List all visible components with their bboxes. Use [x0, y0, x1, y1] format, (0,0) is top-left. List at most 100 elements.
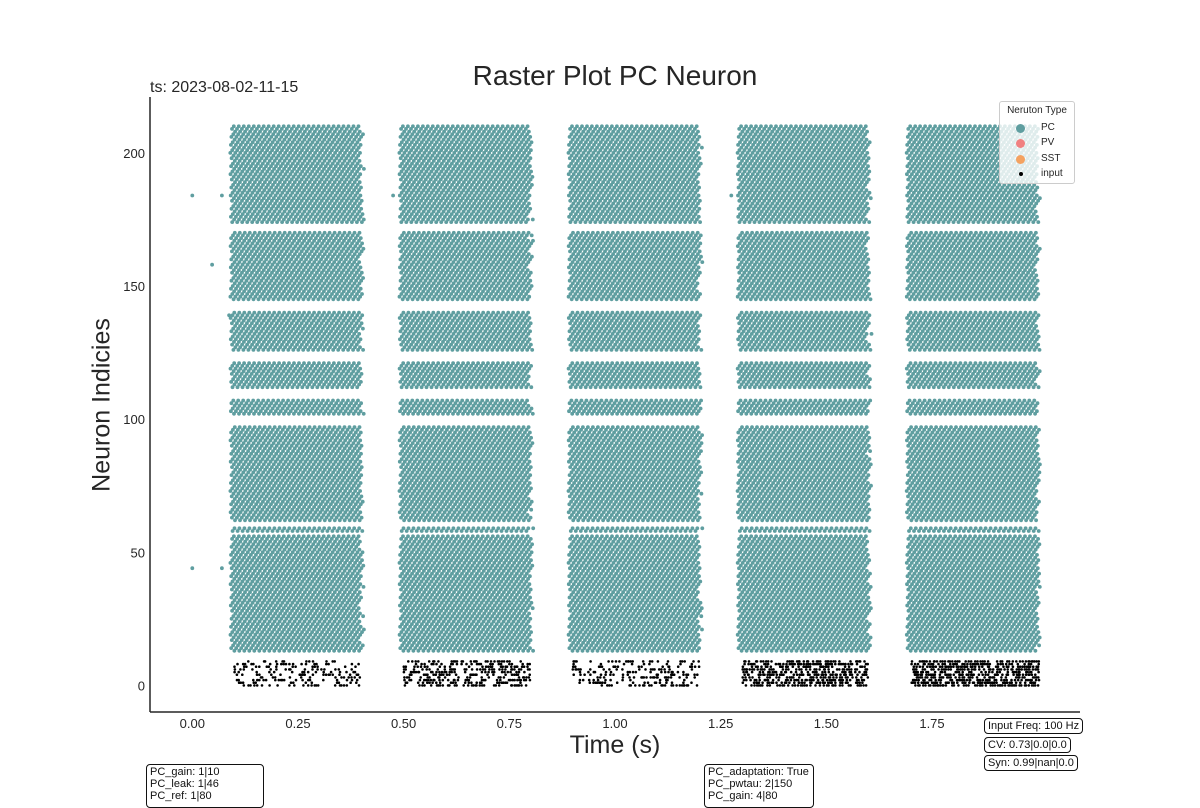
pc-spike [296, 124, 301, 129]
pc-spike [281, 593, 285, 597]
pc-spike [316, 398, 320, 403]
pc-spike [276, 585, 281, 589]
pc-spike [274, 624, 278, 629]
pc-spike [339, 646, 343, 650]
pc-spike [303, 590, 307, 595]
pc-spike [296, 534, 301, 539]
pc-spike [232, 230, 237, 235]
pc-spike [352, 590, 357, 595]
pc-spike [335, 643, 340, 648]
pc-spike [291, 124, 296, 129]
pc-spike [282, 361, 286, 366]
pc-spike [300, 630, 304, 634]
pc-spike [351, 614, 355, 619]
pc-spike [284, 646, 288, 650]
pc-spike [327, 310, 331, 315]
pc-spike [282, 648, 287, 653]
pc-spike [277, 640, 282, 645]
pc-spike [238, 632, 243, 637]
pc-spike [311, 606, 316, 611]
pc-spike [247, 526, 252, 531]
pc-spike [337, 640, 342, 645]
pc-spike [348, 611, 352, 616]
pc-spike [297, 230, 302, 235]
pc-spike [318, 603, 323, 608]
pc-spike [298, 582, 303, 587]
pc-spike [292, 640, 297, 645]
pc-spike [271, 635, 276, 640]
pc-spike [351, 534, 356, 539]
pc-spike [281, 585, 286, 589]
pc-spike [317, 648, 322, 653]
pc-spike [356, 585, 361, 589]
pc-spike [232, 648, 237, 653]
pc-spike [332, 598, 337, 603]
pc-spike [358, 345, 362, 350]
pc-spike [329, 616, 334, 621]
pc-spike [358, 539, 362, 544]
pc-spike [272, 598, 277, 603]
pc-spike [337, 425, 342, 429]
pc-spike [358, 430, 363, 435]
pc-spike [254, 595, 259, 600]
pc-spike [330, 600, 335, 605]
pc-spike [344, 608, 349, 613]
pc-spike [296, 398, 300, 403]
pc-spike [267, 425, 272, 429]
pc-spike [361, 563, 366, 568]
pc-spike [328, 632, 333, 637]
pc-spike [296, 606, 301, 611]
pc-spike [244, 638, 249, 642]
pc-spike [276, 593, 280, 597]
pc-spike [285, 600, 290, 605]
pc-spike [249, 638, 254, 642]
pc-spike [317, 627, 321, 632]
pc-spike [326, 398, 330, 403]
pc-spike [252, 598, 257, 603]
pc-spike [258, 582, 263, 587]
pc-spike [301, 614, 306, 619]
pc-spike [317, 361, 321, 366]
pc-spike [248, 582, 253, 587]
pc-spike [258, 632, 263, 637]
pc-spike [231, 614, 236, 619]
pc-spike [280, 579, 285, 584]
pc-spike [287, 310, 292, 315]
pc-spike [307, 640, 312, 645]
pc-spike [236, 398, 241, 403]
pc-spike [322, 590, 327, 595]
pc-spike [304, 646, 308, 650]
pc-spike [303, 582, 308, 587]
pc-spike [254, 616, 259, 621]
pc-spike [247, 230, 252, 235]
pc-spike [301, 606, 306, 611]
pc-spike [243, 603, 248, 608]
pc-spike [311, 534, 316, 539]
pc-spike [361, 411, 366, 416]
pc-spike [338, 632, 343, 637]
pc-spike [287, 230, 292, 235]
pc-spike [305, 608, 309, 613]
pc-spike [352, 627, 356, 632]
pc-spike [236, 593, 241, 597]
pc-spike [250, 622, 255, 626]
pc-spike [281, 643, 285, 648]
pc-spike [317, 526, 322, 531]
pc-spike [307, 648, 312, 653]
pc-spike [266, 398, 271, 403]
pc-spike [236, 585, 241, 589]
pc-spike [282, 310, 287, 315]
pc-spike [316, 593, 320, 597]
pc-spike [261, 124, 266, 129]
pc-spike [277, 425, 282, 429]
pc-spike [257, 534, 261, 539]
pc-spike [341, 534, 346, 539]
pc-spike [330, 622, 335, 626]
pc-spike [261, 635, 266, 640]
pc-spike [246, 614, 251, 619]
pc-spike [326, 606, 331, 611]
pc-spike [360, 630, 364, 634]
pc-spike [322, 619, 327, 624]
pc-spike [312, 598, 317, 603]
